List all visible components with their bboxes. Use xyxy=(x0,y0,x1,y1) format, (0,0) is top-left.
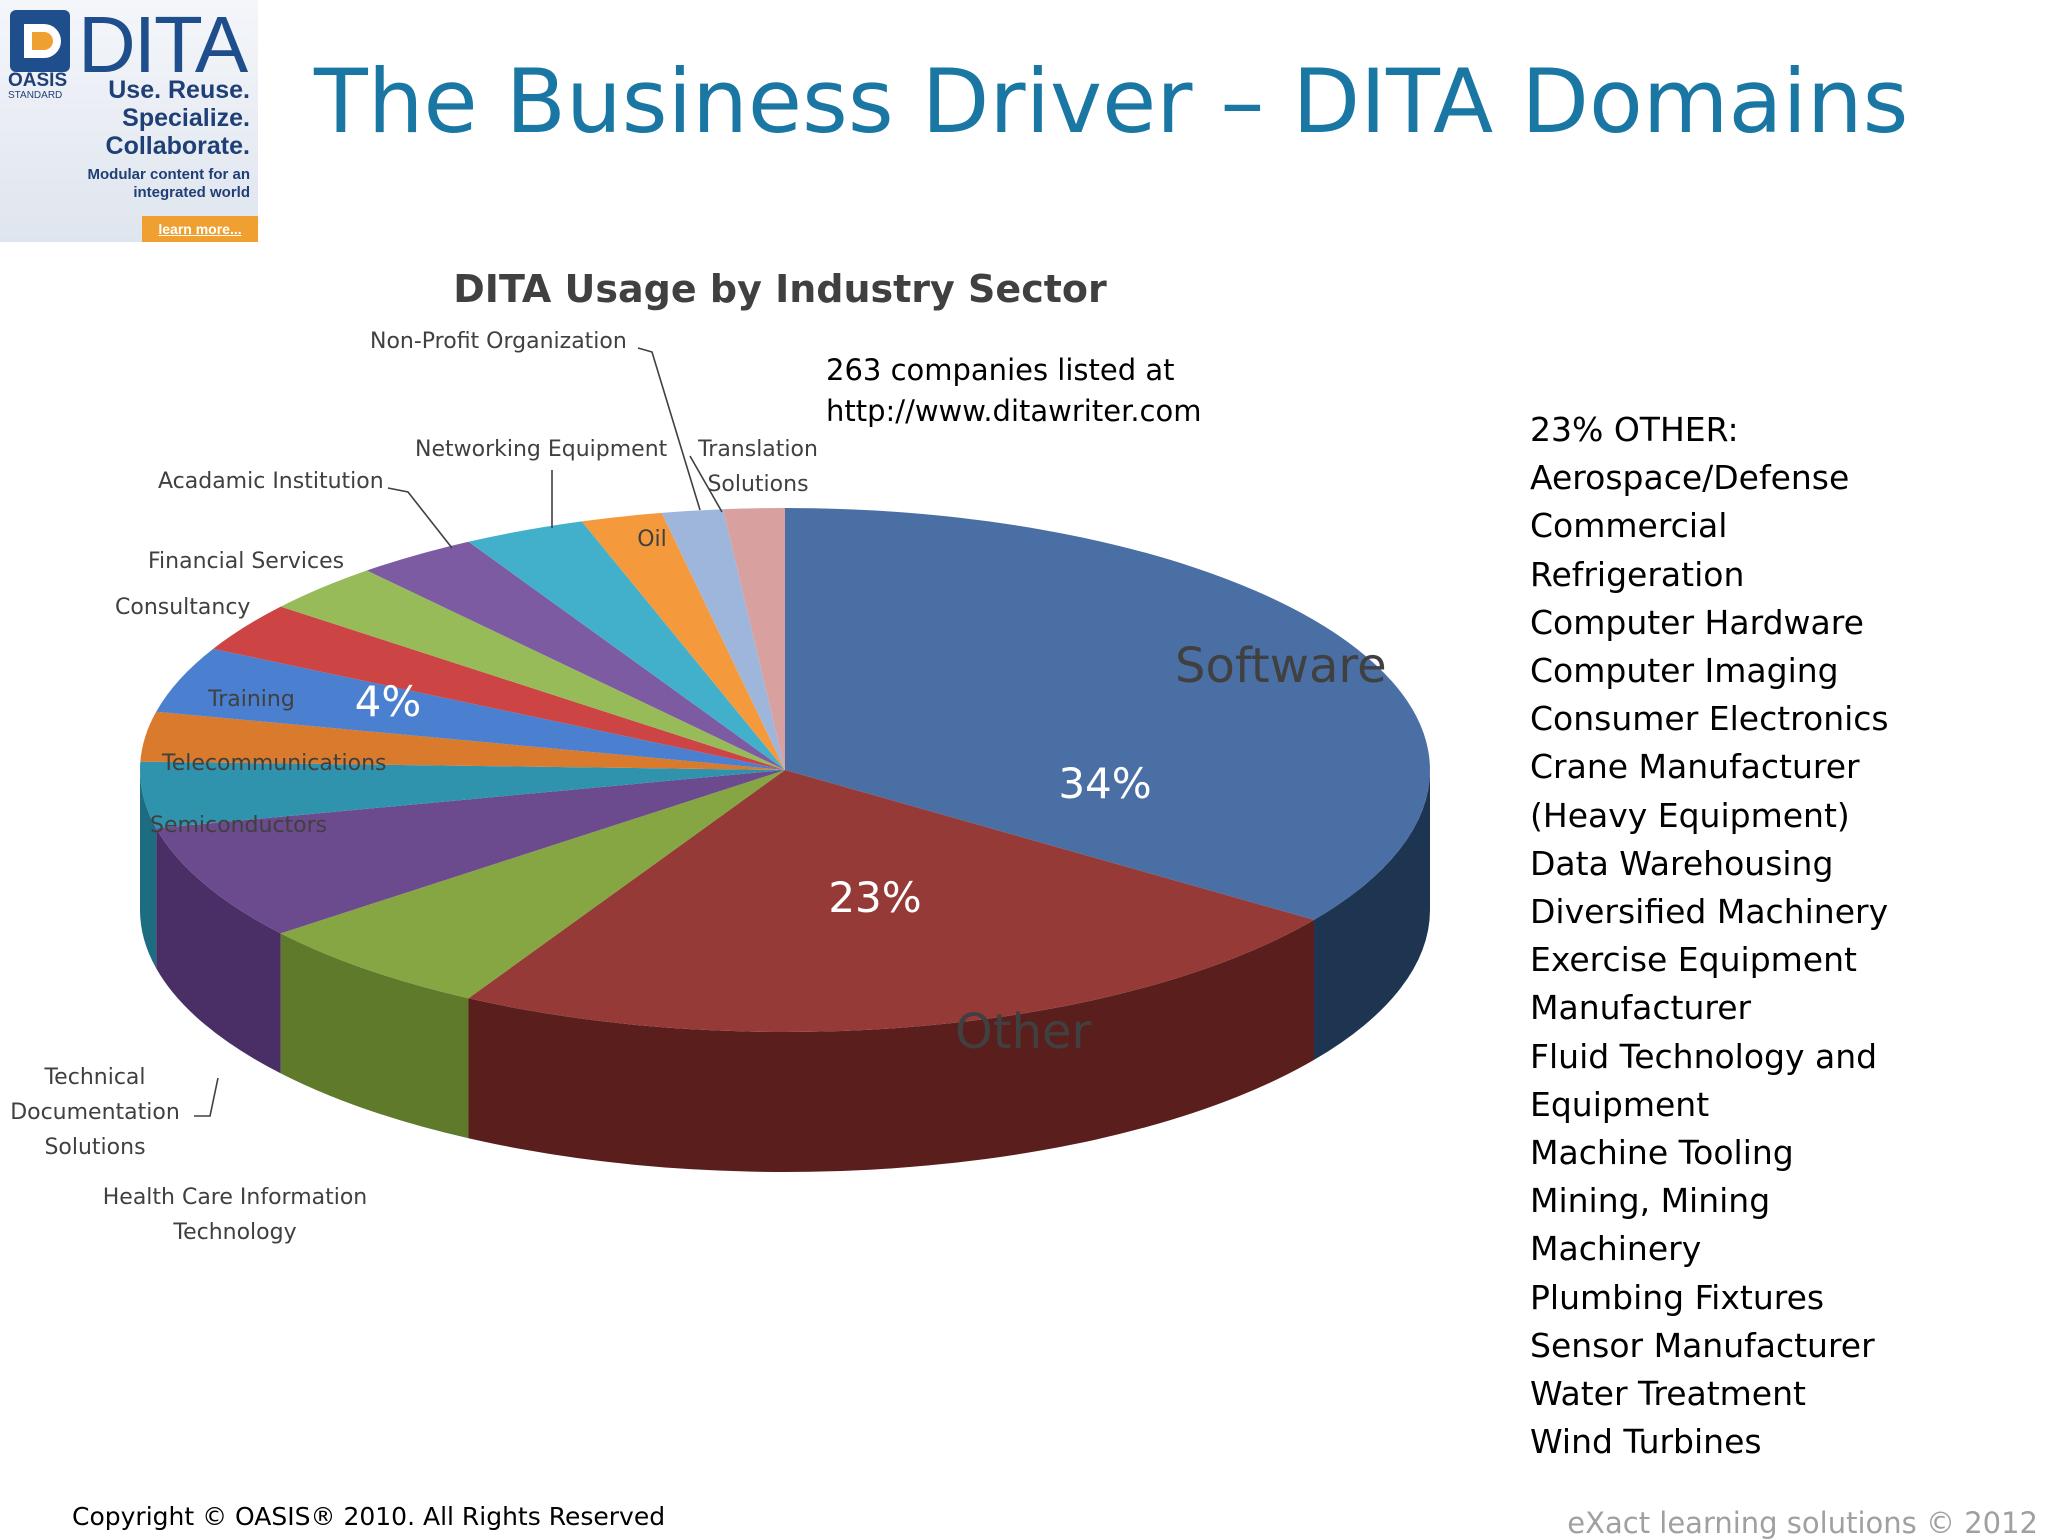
logo-tagline-line: Specialize. xyxy=(122,104,250,132)
pie-slice-training xyxy=(156,648,785,770)
pie-slice-other xyxy=(468,770,1315,1032)
pct-label-software: 34% xyxy=(1058,759,1151,808)
slice-label-translation-solutions: Translation Solutions xyxy=(697,437,818,497)
slice-label-training: Training xyxy=(207,687,295,712)
other-list-item: Computer Imaging xyxy=(1530,651,1839,691)
pie-slice-oil xyxy=(581,512,785,770)
other-list-item: Crane Manufacturer xyxy=(1530,747,1860,787)
logo-subtitle-line: Modular content for an xyxy=(87,166,251,183)
pie-slice-software xyxy=(785,508,1430,920)
pie-slice-health-care-information-technology xyxy=(280,770,785,999)
other-list-item: Manufacturer xyxy=(1530,988,1752,1028)
other-list-item: Wind Turbines xyxy=(1530,1422,1762,1462)
other-list-item: Refrigeration xyxy=(1530,554,1745,594)
companies-note-line: 263 companies listed at xyxy=(826,353,1175,387)
pie-side-software xyxy=(1314,770,1430,1060)
learn-more-link[interactable]: learn more... xyxy=(142,216,258,242)
other-list-item: Water Treatment xyxy=(1530,1374,1806,1414)
other-list-item: Aerospace/Defense xyxy=(1530,458,1850,498)
slice-label-acadamic-institution: Acadamic Institution xyxy=(158,469,384,494)
slice-label-non-profit-organization: Non-Profit Organization xyxy=(370,329,627,354)
pie-slice-technical-documentation-solutions xyxy=(156,770,785,934)
slice-label-software: Software xyxy=(1175,638,1387,694)
logo-subtitle-line: integrated world xyxy=(133,184,250,201)
other-list-item: Machinery xyxy=(1530,1229,1702,1269)
pie-side-technical-documentation-solutions xyxy=(156,828,281,1074)
dita-logo-icon xyxy=(10,10,70,72)
pct-label-training: 4% xyxy=(355,677,422,726)
pie-sides xyxy=(140,770,1430,1172)
slice-label-financial-services: Financial Services xyxy=(148,549,344,574)
slice-label-consultancy: Consultancy xyxy=(115,595,250,620)
slide-title: The Business Driver – DITA Domains xyxy=(314,50,1909,153)
other-list-item: Plumbing Fixtures xyxy=(1530,1277,1825,1317)
pie-slice-translation-solutions xyxy=(723,508,785,770)
other-sectors-list: 23% OTHER: Aerospace/Defense Commercial Ref… xyxy=(1530,406,1889,1466)
chart-title: DITA Usage by Industry Sector xyxy=(453,267,1107,311)
other-list-item: Commercial xyxy=(1530,506,1728,546)
logo-subtitle: Modular content for an integrated world xyxy=(88,166,251,202)
pie-side-semiconductors xyxy=(140,770,157,969)
pie-slice-acadamic-institution xyxy=(366,541,785,770)
pie-tops xyxy=(140,508,1430,1032)
leader-line-non-profit-organization xyxy=(637,347,701,511)
logo-tagline: Use. Reuse. Specialize. Collaborate. xyxy=(106,76,250,160)
pie-slice-non-profit-organization xyxy=(661,509,785,770)
leader-line-translation-solutions xyxy=(689,455,723,513)
pie-slice-networking-equipment xyxy=(468,521,785,770)
slice-label-telecommunications: Telecommunications xyxy=(161,751,386,776)
other-list-item: Equipment xyxy=(1530,1084,1710,1124)
other-list-item: Diversified Machinery xyxy=(1530,892,1889,932)
other-list-item: Machine Tooling xyxy=(1530,1133,1794,1173)
leader-line-acadamic-institution xyxy=(387,487,453,549)
copyright-text: Copyright © OASIS® 2010. All Rights Rese… xyxy=(72,1502,666,1531)
pie-slice-semiconductors xyxy=(140,761,786,829)
pie-labels: Software 34% Other 23% Health Care Informati… xyxy=(10,329,1386,1245)
pie-side-other xyxy=(468,919,1315,1172)
other-list-item: Sensor Manufacturer xyxy=(1530,1325,1875,1365)
slice-label-technical-documentation-solutions: Technical Documentation Solutions xyxy=(10,1065,180,1160)
pie-slice-consultancy xyxy=(213,606,786,770)
companies-note-url[interactable]: http://www.ditawriter.com xyxy=(826,394,1202,428)
logo-org-sub: STANDARD xyxy=(8,90,63,101)
logo-tagline-line: Collaborate. xyxy=(105,132,250,160)
other-list-item: Fluid Technology and xyxy=(1530,1036,1878,1076)
pie-side-health-care-information-technology xyxy=(280,933,469,1139)
footer-credit: eXact learning solutions © 2012 xyxy=(1567,1506,2038,1540)
slice-label-oil: Oil xyxy=(637,527,667,552)
logo-org: OASIS xyxy=(8,70,68,91)
slice-label-semiconductors: Semiconductors xyxy=(150,813,327,838)
pie-slice-financial-services xyxy=(280,570,785,770)
other-list-item: Consumer Electronics xyxy=(1530,699,1889,739)
slice-label-other: Other xyxy=(955,1004,1092,1060)
companies-note: 263 companies listed at http://www.ditaw… xyxy=(826,350,1202,432)
other-list-item: Exercise Equipment xyxy=(1530,940,1857,980)
logo-brand: DITA xyxy=(78,0,248,89)
other-list-item: Data Warehousing xyxy=(1530,843,1834,883)
slice-label-health-care-information-technology: Health Care Information Technology xyxy=(103,1185,368,1245)
logo-tagline-line: Use. Reuse. xyxy=(108,76,250,104)
other-list-heading: 23% OTHER: xyxy=(1530,410,1739,449)
other-list-item: Mining, Mining xyxy=(1530,1181,1771,1221)
other-list-item: (Heavy Equipment) xyxy=(1530,795,1850,835)
slice-label-networking-equipment: Networking Equipment xyxy=(415,437,668,462)
dita-logo[interactable]: DITA OASIS STANDARD Use. Reuse. Speciali… xyxy=(0,0,258,242)
pct-label-other: 23% xyxy=(828,873,921,922)
pie-leaders xyxy=(194,347,723,1117)
pie-slice-telecommunications xyxy=(140,711,785,770)
leader-line-technical-documentation-solutions xyxy=(194,1077,219,1117)
other-list-item: Computer Hardware xyxy=(1530,602,1864,642)
